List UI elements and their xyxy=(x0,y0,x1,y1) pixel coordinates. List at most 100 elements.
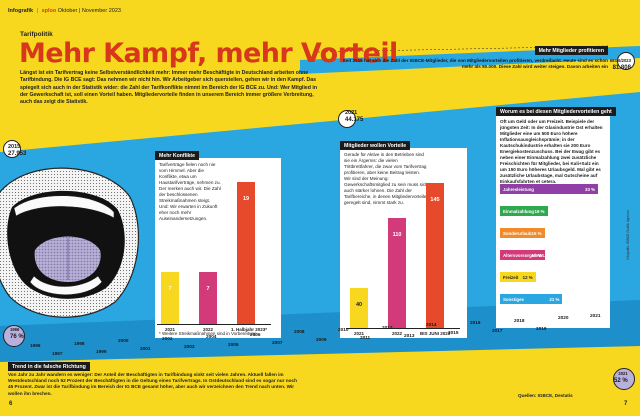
members-card: Mitglieder wollen Vorteile Gerade für Ak… xyxy=(340,141,467,338)
timeline-year: 1996 xyxy=(30,343,41,348)
timeline-year: 2009 xyxy=(316,337,327,343)
stat-2015: 2015 27.953 xyxy=(8,144,26,157)
benefit-bar-0: Jahresleistung 33 % xyxy=(500,184,599,194)
timeline-year: 1999 xyxy=(96,348,107,354)
bar-2-0: 40 xyxy=(350,288,368,328)
benefit-label-0: Jahresleistung xyxy=(503,186,534,192)
timeline-year: 2020 xyxy=(558,315,569,321)
conflicts-footnote: * Weitere Streikmaßnahmen sind in Vorber… xyxy=(159,331,257,336)
chart-axis-1 xyxy=(157,324,271,325)
timeline-year: 2021 xyxy=(590,313,601,319)
benefit-value-0: 33 % xyxy=(585,186,596,192)
header-magazine: sploo xyxy=(41,8,57,14)
stat-1996-value: 76 % xyxy=(10,333,24,340)
stat-2021-value: 44.175 xyxy=(345,116,364,123)
timeline-year: 2019 xyxy=(536,325,547,331)
header-section: Infografik xyxy=(8,8,34,14)
source-credit: Quellen: IGBCE, Destatis xyxy=(518,393,573,398)
timeline-year: 1998 xyxy=(74,340,85,346)
timeline-year: 2006 xyxy=(250,331,261,337)
intro-text: Längst ist ein Tarifvertrag keine Selbst… xyxy=(20,70,317,106)
stat-2023-value: 81.808 xyxy=(612,64,631,71)
bar-category-2-1: 2022 xyxy=(391,331,402,336)
timeline-year: 2013 xyxy=(404,332,415,338)
stat-1996: 1996 76 % xyxy=(10,327,24,340)
timeline-year: 2007 xyxy=(272,339,283,345)
bar-value-2-1: 110 xyxy=(392,232,402,238)
bar-1-1: 7 xyxy=(199,271,217,324)
timeline-year: 2005 xyxy=(228,341,239,347)
trend-text: Von Jahr zu Jahr wandern es weniger: Der… xyxy=(8,372,297,396)
stat-2021-share-value: 52 % xyxy=(614,377,628,384)
bar-1-0: 7 xyxy=(161,271,179,324)
timeline-year: 2003 xyxy=(184,344,195,350)
members-box-text: Seit 2015 hat sich die Zahl der IGBCE-Mi… xyxy=(342,58,608,69)
benefit-label-1: Einmalzahlung xyxy=(503,208,534,214)
conflicts-card: Mehr Konflikte Tarifverträge fielen noch… xyxy=(155,151,281,338)
bar-category-1-2: 1. Halbjahr 2023* xyxy=(231,327,268,332)
stat-2015-year: 2015 xyxy=(8,144,21,150)
bar-value-2-2: 145 xyxy=(430,197,440,203)
page-header: Infografik | sploo Oktober | November 20… xyxy=(8,8,121,14)
bar-2-1: 110 xyxy=(388,218,406,328)
timeline-year: 2017 xyxy=(492,328,503,333)
stat-dot-2021-share xyxy=(613,368,635,390)
bar-value-2-0: 40 xyxy=(355,302,363,308)
stat-1996-year: 1996 xyxy=(10,327,20,332)
blue-band-lower xyxy=(0,300,640,362)
benefit-label-2: Sonderurlaub xyxy=(503,230,532,236)
page-number-left: 6 xyxy=(9,401,13,407)
benefit-value-1: 16 % xyxy=(534,208,545,214)
stat-2015-value: 27.953 xyxy=(8,150,27,157)
shouting-mouth-illustration xyxy=(0,167,140,318)
chart-axis-2 xyxy=(346,328,460,329)
stat-2023-year: BIS 6/2023 xyxy=(610,58,631,63)
page-title: Mehr Kampf, mehr Vorteil xyxy=(19,38,398,69)
timeline-year: 2012 xyxy=(382,324,393,330)
bar-category-2-2: BIS JUNI 2023 xyxy=(420,331,451,336)
timeline-year: 1997 xyxy=(52,351,63,356)
conflicts-card-text: Tarifverträge fielen noch nie vom Himmel… xyxy=(159,162,221,221)
bar-2-2: 145 xyxy=(426,183,444,328)
kicker: Tarifpolitik xyxy=(20,31,53,38)
bar-value-1-2: 19 xyxy=(242,195,250,202)
stat-dot-2015 xyxy=(3,140,21,158)
timeline-year: 2000 xyxy=(118,338,129,344)
stat-2023: BIS 6/2023 81.808 xyxy=(610,58,631,71)
benefit-bar-3: Altersvorsorge/VWL 15 % xyxy=(500,250,545,260)
benefit-bar-4: Freizeit 12 % xyxy=(500,272,536,282)
benefits-card-head: Worum es bei diesen Mitgliedervorteilen … xyxy=(496,107,616,116)
benefit-bar-5: Sonstiges 21 % xyxy=(500,294,563,304)
bar-1-2: 19 xyxy=(237,181,255,324)
stat-2021-year: 2021 xyxy=(345,110,358,116)
timeline-year: 2002 xyxy=(162,336,173,342)
bar-category-1-1: 2022 xyxy=(202,327,213,332)
header-date: Oktober | November 2023 xyxy=(57,8,121,14)
bar-value-1-0: 7 xyxy=(168,285,172,292)
timeline-year: 2018 xyxy=(514,317,525,323)
benefit-value-3: 15 % xyxy=(531,252,542,258)
stat-dot-2023 xyxy=(617,52,635,70)
stat-dot-1996 xyxy=(3,325,25,347)
members-card-text: Gerade für Aktive in den Betrieben sind … xyxy=(344,152,428,205)
benefit-value-2: 15 % xyxy=(531,230,542,236)
benefit-bar-2: Sonderurlaub 15 % xyxy=(500,228,545,238)
bar-value-1-1: 7 xyxy=(206,285,210,292)
stat-2021-share-year: 2021 xyxy=(618,371,628,376)
bar-category-2-0: 2021 xyxy=(353,331,364,336)
timeline-year: 2010 xyxy=(338,326,349,332)
benefit-label-5: Sonstiges xyxy=(503,296,524,302)
benefit-label-4: Freizeit xyxy=(503,274,519,280)
timeline-year: 2016 xyxy=(470,320,481,325)
benefits-card-text: Oft um Geld oder um Freizeit. Beispiele … xyxy=(500,119,603,184)
trend-head: Trend in die falsche Richtung xyxy=(8,362,90,371)
timeline-year: 2011 xyxy=(360,334,371,340)
timeline-year: 2008 xyxy=(294,329,305,335)
timeline-year: 2015 xyxy=(448,330,459,336)
timeline-year: 2004 xyxy=(206,333,217,339)
benefit-bar-1: Einmalzahlung 16 % xyxy=(500,206,548,216)
conflicts-card-head: Mehr Konflikte xyxy=(155,151,200,160)
bar-category-1-0: 2021 xyxy=(164,327,175,332)
benefits-card: Worum es bei diesen Mitgliedervorteilen … xyxy=(496,107,616,328)
